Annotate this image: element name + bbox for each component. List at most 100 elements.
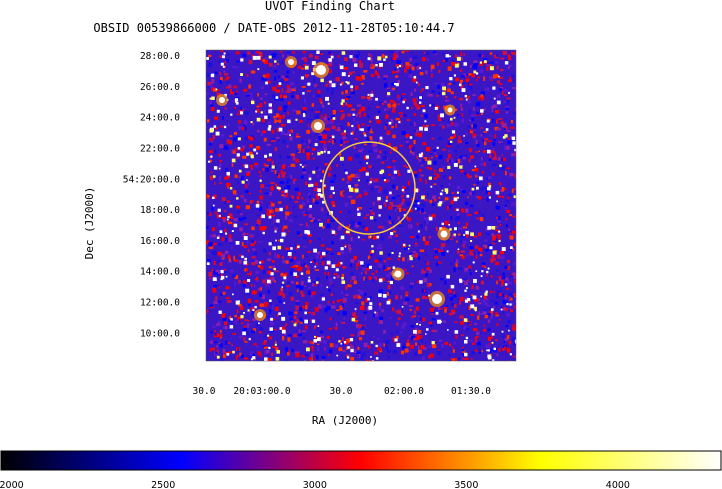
bright-pixel	[375, 357, 379, 360]
noise-pixel	[464, 298, 469, 300]
noise-pixel	[290, 315, 294, 319]
noise-pixel	[225, 168, 229, 173]
noise-pixel	[233, 150, 236, 154]
noise-pixel	[424, 241, 429, 246]
noise-pixel	[374, 351, 378, 355]
noise-pixel	[395, 54, 399, 58]
bright-pixel	[454, 330, 459, 334]
bright-pixel	[388, 121, 392, 125]
noise-pixel	[209, 348, 212, 352]
noise-pixel	[269, 309, 272, 314]
noise-pixel	[493, 54, 496, 58]
noise-pixel	[483, 324, 486, 327]
noise-pixel	[287, 111, 290, 115]
bright-pixel	[230, 318, 233, 321]
noise-pixel	[216, 214, 221, 219]
noise-pixel	[391, 196, 396, 200]
noise-pixel	[371, 186, 374, 191]
noise-pixel	[477, 211, 481, 215]
noise-pixel	[239, 227, 243, 232]
noise-pixel	[362, 238, 365, 241]
noise-pixel	[222, 257, 225, 260]
bright-pixel	[379, 136, 383, 140]
noise-pixel	[369, 120, 372, 123]
noise-pixel	[302, 336, 305, 340]
noise-pixel	[392, 134, 396, 139]
noise-pixel	[377, 347, 382, 351]
noise-pixel	[218, 285, 221, 289]
noise-pixel	[363, 342, 368, 348]
bright-pixel	[231, 158, 236, 163]
bright-pixel	[378, 293, 382, 297]
noise-pixel	[376, 246, 380, 250]
chart-title: UVOT Finding Chart	[265, 0, 395, 13]
bright-pixel	[271, 165, 275, 169]
noise-pixel	[513, 293, 516, 296]
noise-pixel	[470, 131, 474, 134]
bright-pixel	[225, 232, 228, 235]
noise-pixel	[376, 106, 380, 108]
bright-pixel	[345, 171, 348, 175]
noise-pixel	[243, 88, 248, 92]
noise-pixel	[400, 97, 403, 101]
noise-pixel	[461, 346, 464, 349]
noise-pixel	[329, 343, 334, 348]
noise-pixel	[507, 320, 512, 324]
noise-pixel	[442, 320, 446, 323]
noise-pixel	[276, 128, 279, 132]
noise-pixel	[453, 294, 457, 298]
noise-pixel	[252, 122, 255, 126]
noise-pixel	[221, 197, 226, 201]
noise-pixel	[412, 78, 417, 83]
noise-pixel	[369, 250, 373, 254]
noise-pixel	[356, 262, 360, 267]
noise-pixel	[422, 268, 425, 273]
noise-pixel	[244, 268, 247, 272]
bright-pixel	[343, 130, 347, 133]
noise-pixel	[415, 330, 419, 335]
noise-pixel	[228, 351, 232, 354]
noise-pixel	[280, 287, 283, 291]
bright-pixel	[213, 125, 217, 128]
noise-pixel	[501, 279, 504, 285]
noise-pixel	[272, 345, 277, 348]
noise-pixel	[500, 57, 505, 60]
bright-pixel	[463, 135, 465, 137]
noise-pixel	[364, 316, 367, 321]
noise-pixel	[259, 327, 264, 331]
noise-pixel	[459, 113, 464, 117]
noise-pixel	[410, 335, 415, 341]
noise-pixel	[340, 321, 343, 323]
noise-pixel	[269, 276, 271, 280]
noise-pixel	[433, 152, 437, 155]
noise-pixel	[225, 286, 230, 290]
noise-pixel	[480, 312, 485, 315]
noise-pixel	[443, 175, 446, 179]
noise-pixel	[259, 329, 262, 334]
noise-pixel	[467, 100, 472, 104]
noise-pixel	[271, 277, 275, 282]
bright-pixel	[439, 192, 443, 196]
noise-pixel	[409, 144, 413, 150]
bright-pixel	[511, 136, 516, 141]
noise-pixel	[259, 226, 264, 231]
noise-pixel	[267, 290, 270, 294]
bright-pixel	[430, 185, 433, 188]
noise-pixel	[342, 145, 347, 150]
noise-pixel	[496, 217, 499, 219]
noise-pixel	[291, 129, 293, 133]
noise-pixel	[492, 236, 496, 241]
noise-pixel	[361, 326, 365, 330]
noise-pixel	[462, 356, 466, 360]
noise-pixel	[498, 141, 503, 143]
noise-pixel	[510, 126, 515, 129]
noise-pixel	[386, 107, 390, 110]
bright-pixel	[421, 152, 423, 155]
noise-pixel	[312, 157, 315, 160]
noise-pixel	[410, 325, 415, 328]
bright-pixel	[213, 166, 218, 170]
y-tick-label: 14:00.0	[140, 267, 180, 278]
noise-pixel	[305, 305, 308, 310]
noise-pixel	[312, 198, 315, 203]
noise-pixel	[238, 319, 241, 322]
